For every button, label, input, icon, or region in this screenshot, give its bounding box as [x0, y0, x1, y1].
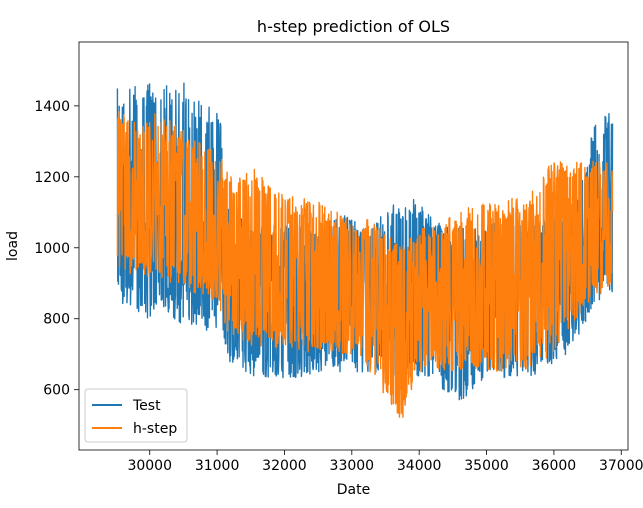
y-tick-label: 600 [43, 383, 70, 399]
x-tick-label: 30000 [127, 458, 172, 474]
ticks-layer: 30000 31000 32000 33000 34000 35000 36000 37000… [34, 99, 643, 474]
y-tick-label: 1400 [34, 99, 70, 115]
series-line-h-step [116, 111, 614, 418]
y-tick-label: 1200 [34, 170, 70, 186]
x-tick-label: 35000 [464, 458, 509, 474]
legend-label-h-step: h-step [133, 421, 177, 437]
x-tick-label: 33000 [330, 458, 375, 474]
y-tick-label: 800 [43, 312, 70, 328]
x-tick-label: 34000 [397, 458, 442, 474]
y-tick-label: 1000 [34, 241, 70, 257]
legend-label-test: Test [132, 398, 161, 414]
chart-title: h-step prediction of OLS [257, 17, 450, 36]
legend: Test h-step [84, 388, 188, 443]
series-layer [116, 82, 614, 418]
x-axis-label: Date [337, 482, 370, 498]
y-axis-label: load [5, 231, 21, 261]
x-tick-label: 31000 [195, 458, 240, 474]
x-tick-label: 36000 [532, 458, 577, 474]
x-tick-label: 37000 [599, 458, 643, 474]
x-tick-label: 32000 [262, 458, 307, 474]
plot-frame [78, 41, 629, 451]
